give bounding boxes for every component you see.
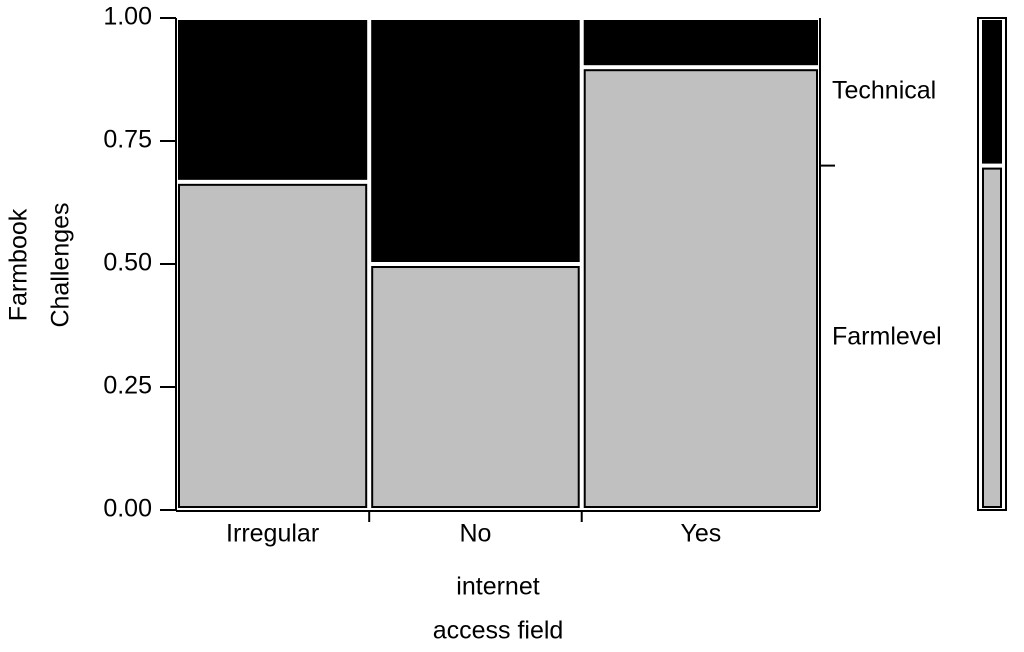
x-axis-label: internet <box>456 573 539 601</box>
mosaic-cell <box>178 183 368 508</box>
x-axis-label: access field <box>433 617 564 645</box>
mosaic-cell <box>371 20 580 262</box>
y-tick-label: 0.00 <box>103 495 152 523</box>
x-tick-label: No <box>459 520 491 548</box>
marginal-cell <box>982 167 1002 508</box>
mosaic-cell <box>178 20 368 180</box>
legend-label: Farmlevel <box>832 322 942 350</box>
mosaic-cell <box>583 69 818 508</box>
legend-label: Technical <box>832 76 936 104</box>
y-tick-label: 0.50 <box>103 249 152 277</box>
y-tick-label: 0.25 <box>103 372 152 400</box>
marginal-cell <box>982 20 1002 164</box>
y-axis-label: Challenges <box>47 202 75 327</box>
x-tick-label: Irregular <box>226 520 319 548</box>
y-axis-label: Farmbook <box>5 208 33 321</box>
mosaic-cell <box>583 20 818 66</box>
y-tick-label: 0.75 <box>103 126 152 154</box>
x-tick-label: Yes <box>680 520 721 548</box>
mosaic-cell <box>371 266 580 508</box>
y-tick-label: 1.00 <box>103 3 152 31</box>
